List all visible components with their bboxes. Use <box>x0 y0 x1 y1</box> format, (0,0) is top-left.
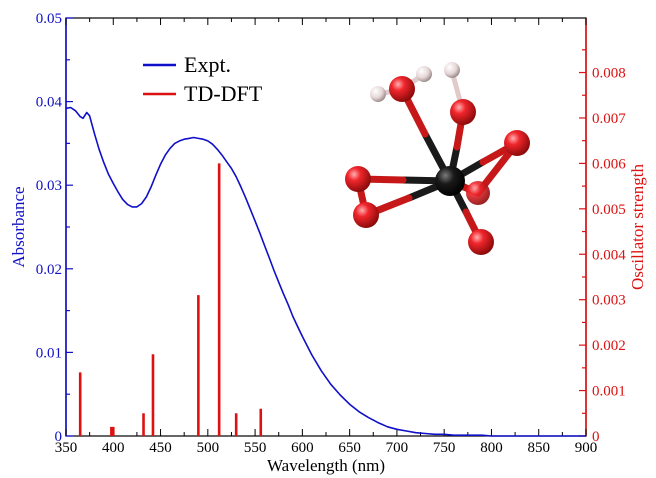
x-tick-label: 450 <box>149 440 172 456</box>
y-left-axis-title: Absorbance <box>9 186 28 267</box>
y-right-axis-ticks: 0 0.001 0.002 0.003 0.004 0.005 0.006 0.007 0.00… <box>579 49 626 445</box>
molecule-bonds <box>354 85 521 246</box>
x-tick-label: 750 <box>433 440 456 456</box>
x-tick-label: 850 <box>527 440 550 456</box>
oxygen-atom <box>353 202 379 228</box>
y-right-tick-label: 0.006 <box>592 156 626 172</box>
x-tick-label: 500 <box>197 440 220 456</box>
x-tick-label: 550 <box>244 440 267 456</box>
y-right-axis-title: Oscillator strength <box>628 163 647 290</box>
molecule-inset <box>345 62 530 255</box>
central-metal-atom <box>435 166 465 196</box>
y-right-tick-label: 0 <box>592 429 600 445</box>
y-right-tick-label: 0.007 <box>592 111 626 127</box>
oxygen-atom <box>450 99 476 125</box>
x-tick-label: 900 <box>575 440 598 456</box>
x-tick-label: 800 <box>480 440 503 456</box>
y-right-tick-label: 0.005 <box>592 202 626 218</box>
y-right-tick-label: 0.003 <box>592 293 626 309</box>
x-tick-label: 600 <box>291 440 314 456</box>
y-left-tick-label: 0.04 <box>36 95 63 111</box>
x-tick-label: 700 <box>386 440 409 456</box>
oxygen-atom <box>389 76 415 102</box>
y-left-tick-label: 0.01 <box>36 345 62 361</box>
oxygen-atom <box>504 130 530 156</box>
hydrogen-atom <box>370 86 386 102</box>
x-axis-ticks: 350 400 450 500 550 600 650 700 750 800 850 900 <box>55 18 598 456</box>
y-left-tick-label: 0 <box>55 429 63 445</box>
y-right-tick-label: 0.002 <box>592 338 626 354</box>
y-left-tick-label: 0.03 <box>36 178 62 194</box>
legend-label-tddft: TD-DFT <box>184 81 263 106</box>
y-right-tick-label: 0.001 <box>592 384 626 400</box>
hydrogen-atom <box>416 66 432 82</box>
x-axis-title: Wavelength (nm) <box>267 456 385 475</box>
oxygen-atom <box>468 229 494 255</box>
oxygen-atom <box>466 181 490 205</box>
y-left-tick-label: 0.02 <box>36 262 62 278</box>
y-left-tick-label: 0.05 <box>36 11 62 27</box>
legend: Expt. TD-DFT <box>143 52 263 106</box>
x-tick-label: 350 <box>55 440 78 456</box>
tddft-series <box>78 163 263 436</box>
x-tick-label: 400 <box>102 440 125 456</box>
plot-frame <box>65 17 587 437</box>
y-right-tick-label: 0.004 <box>592 247 626 263</box>
oxygen-atom <box>345 166 371 192</box>
legend-label-expt: Expt. <box>184 52 231 77</box>
hydrogen-atom <box>444 62 460 78</box>
x-tick-label: 650 <box>338 440 361 456</box>
y-left-axis-ticks: 0 0.01 0.02 0.03 0.04 0.05 <box>36 11 73 445</box>
expt-series-line <box>65 106 586 437</box>
y-right-tick-label: 0.008 <box>592 66 626 82</box>
